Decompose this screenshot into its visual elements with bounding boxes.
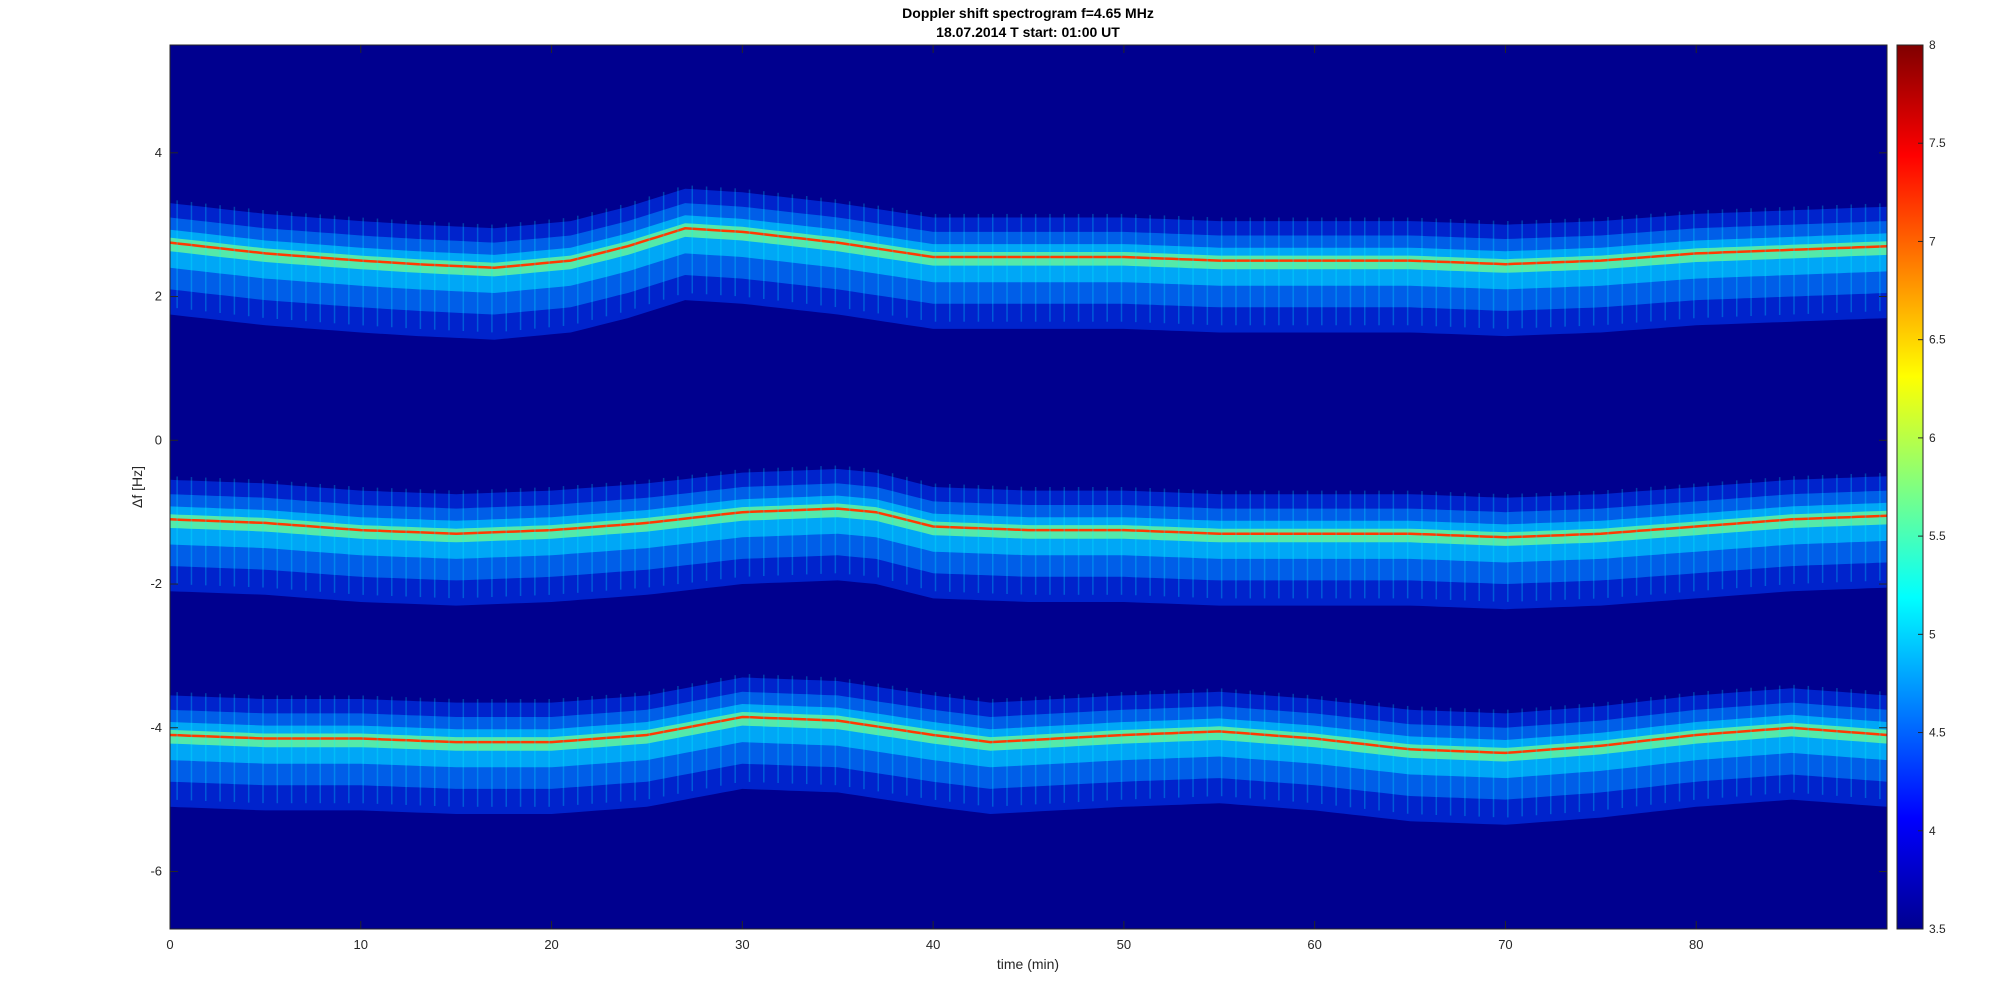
spectrogram-traces (170, 185, 1887, 825)
x-tick-label: 10 (354, 937, 368, 952)
colorbar-tick-label: 7.5 (1929, 136, 1946, 150)
trace-core-band (170, 712, 1887, 762)
x-tick-label: 80 (1689, 937, 1703, 952)
x-tick-label: 30 (735, 937, 749, 952)
colorbar-tick-label: 6 (1929, 431, 1936, 445)
colorbar-tick-label: 5 (1929, 627, 1936, 641)
x-tick-label: 70 (1498, 937, 1512, 952)
y-tick-label: 0 (155, 432, 162, 447)
colorbar-tick-label: 3.5 (1929, 922, 1946, 936)
colorbar-ticks: 3.5 4 4.5 5 5.5 6 6.5 7 7.5 8 (1918, 38, 1946, 936)
y-tick-label: -4 (150, 720, 162, 735)
colorbar-tick-label: 8 (1929, 38, 1936, 52)
y-tick-label: 4 (155, 145, 162, 160)
x-axis-ticks: 0 10 20 30 40 50 60 70 80 (166, 45, 1703, 952)
colorbar-tick-label: 4.5 (1929, 726, 1946, 740)
x-tick-label: 60 (1307, 937, 1321, 952)
x-tick-label: 50 (1117, 937, 1131, 952)
y-axis-ticks: -6 -4 -2 0 2 4 (150, 145, 1887, 879)
x-axis-label: time (min) (997, 956, 1059, 972)
trace-peak-line (170, 715, 1887, 755)
x-tick-label: 40 (926, 937, 940, 952)
chart-title: Doppler shift spectrogram f=4.65 MHz (902, 5, 1154, 21)
y-tick-label: -2 (150, 576, 162, 591)
colorbar-tick-label: 4 (1929, 824, 1936, 838)
colorbar (1896, 44, 1924, 930)
trace-peak-line (170, 227, 1887, 270)
x-tick-label: 20 (544, 937, 558, 952)
y-axis-label: Δf [Hz] (129, 466, 145, 508)
plot-frame (169, 44, 1888, 930)
colorbar-tick-label: 6.5 (1929, 333, 1946, 347)
trace-peak-line (170, 507, 1887, 539)
y-tick-label: -6 (150, 864, 162, 879)
colorbar-tick-label: 5.5 (1929, 529, 1946, 543)
y-tick-label: 2 (155, 289, 162, 304)
colorbar-tick-label: 7 (1929, 234, 1936, 248)
chart-subtitle: 18.07.2014 T start: 01:00 UT (936, 24, 1120, 40)
x-tick-label: 0 (166, 937, 173, 952)
